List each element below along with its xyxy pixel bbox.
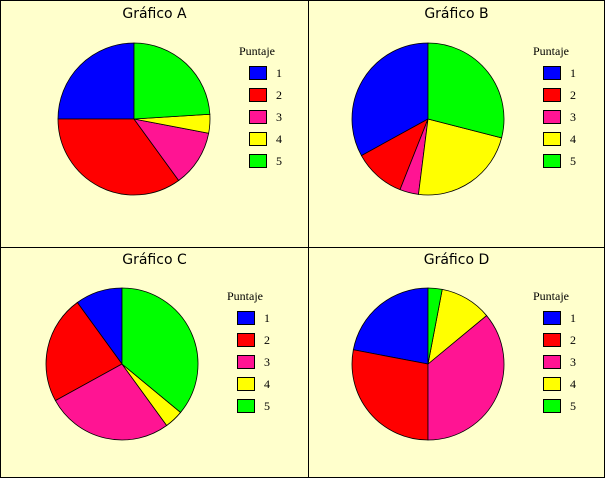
legend-swatch	[249, 154, 267, 168]
legend-item: 5	[533, 150, 576, 172]
legend-label: 4	[570, 131, 576, 146]
chart-title: Gráfico A	[122, 6, 187, 22]
legend-item: 2	[533, 84, 576, 106]
legend-label: 3	[570, 354, 576, 369]
legend-label: 2	[570, 332, 576, 347]
legend-item: 5	[227, 395, 270, 417]
legend-swatch	[249, 88, 267, 102]
pie-slice-1	[57, 42, 135, 120]
pie-chart	[45, 287, 199, 441]
pie-slice-5	[121, 287, 199, 414]
legend: Puntaje 1 2 3 4 5	[227, 289, 270, 417]
legend-item: 1	[227, 307, 270, 329]
pie-slice-5	[133, 42, 211, 120]
pie-slice-2	[351, 349, 429, 441]
legend-item: 4	[239, 128, 282, 150]
legend-item: 3	[533, 106, 576, 128]
legend: Puntaje 1 2 3 4 5	[533, 44, 576, 172]
pie-slice-5	[427, 287, 443, 365]
legend-item: 3	[227, 351, 270, 373]
legend-swatch	[237, 311, 255, 325]
chart-title: Gráfico D	[423, 252, 490, 268]
pie-slice-3	[427, 314, 505, 441]
legend-label: 2	[570, 87, 576, 102]
legend-item: 4	[227, 373, 270, 395]
pie-chart	[351, 287, 505, 441]
legend-swatch	[543, 132, 561, 146]
legend-swatch	[543, 154, 561, 168]
chart-panel-a: Gráfico A Puntaje 1 2 3 4 5	[0, 0, 309, 248]
pie-slice-1	[352, 287, 429, 365]
legend-label: 1	[570, 65, 576, 80]
pie-chart	[351, 42, 505, 196]
legend-label: 4	[264, 376, 270, 391]
chart-panel-d: Gráfico D Puntaje 1 2 3 4 5	[308, 247, 605, 478]
legend-swatch	[543, 377, 561, 391]
legend-label: 2	[264, 332, 270, 347]
legend-swatch	[237, 377, 255, 391]
legend-label: 5	[276, 153, 282, 168]
legend-label: 1	[276, 65, 282, 80]
legend-swatch	[249, 66, 267, 80]
legend-item: 4	[533, 373, 576, 395]
pie-slice-1	[351, 42, 429, 157]
legend: Puntaje 1 2 3 4 5	[533, 289, 576, 417]
pie-slice-5	[427, 42, 505, 139]
legend-swatch	[543, 66, 561, 80]
legend-item: 3	[533, 351, 576, 373]
legend-swatch	[543, 110, 561, 124]
legend-label: 2	[276, 87, 282, 102]
legend-label: 1	[570, 310, 576, 325]
chart-panel-c: Gráfico C Puntaje 1 2 3 4 5	[0, 247, 309, 478]
legend-title: Puntaje	[227, 289, 263, 303]
pie-chart	[57, 42, 211, 196]
chart-title: Gráfico C	[122, 252, 187, 268]
legend-label: 3	[276, 109, 282, 124]
legend-label: 3	[264, 354, 270, 369]
legend-item: 1	[239, 62, 282, 84]
legend-swatch	[237, 355, 255, 369]
legend-item: 3	[239, 106, 282, 128]
legend-item: 5	[533, 395, 576, 417]
legend-swatch	[543, 399, 561, 413]
legend-item: 1	[533, 62, 576, 84]
legend-swatch	[543, 355, 561, 369]
legend-title: Puntaje	[239, 44, 275, 58]
legend-item: 4	[533, 128, 576, 150]
legend-label: 4	[276, 131, 282, 146]
legend-item: 2	[227, 329, 270, 351]
legend-item: 5	[239, 150, 282, 172]
legend-title: Puntaje	[533, 44, 569, 58]
legend-swatch	[249, 132, 267, 146]
legend-item: 2	[533, 329, 576, 351]
chart-panel-b: Gráfico B Puntaje 1 2 3 4 5	[308, 0, 605, 248]
legend-label: 5	[264, 398, 270, 413]
pie-slice-4	[418, 118, 503, 196]
legend-swatch	[543, 311, 561, 325]
chart-title: Gráfico B	[424, 6, 489, 22]
legend-label: 5	[570, 398, 576, 413]
legend-label: 1	[264, 310, 270, 325]
legend-swatch	[543, 88, 561, 102]
legend-swatch	[237, 399, 255, 413]
legend-swatch	[249, 110, 267, 124]
legend-item: 1	[533, 307, 576, 329]
legend-label: 3	[570, 109, 576, 124]
pie-slice-3	[54, 363, 168, 441]
legend: Puntaje 1 2 3 4 5	[239, 44, 282, 172]
legend-label: 5	[570, 153, 576, 168]
legend-swatch	[543, 333, 561, 347]
pie-slice-2	[45, 301, 123, 402]
legend-label: 4	[570, 376, 576, 391]
legend-title: Puntaje	[533, 289, 569, 303]
legend-swatch	[237, 333, 255, 347]
pie-slice-2	[57, 118, 180, 196]
legend-item: 2	[239, 84, 282, 106]
